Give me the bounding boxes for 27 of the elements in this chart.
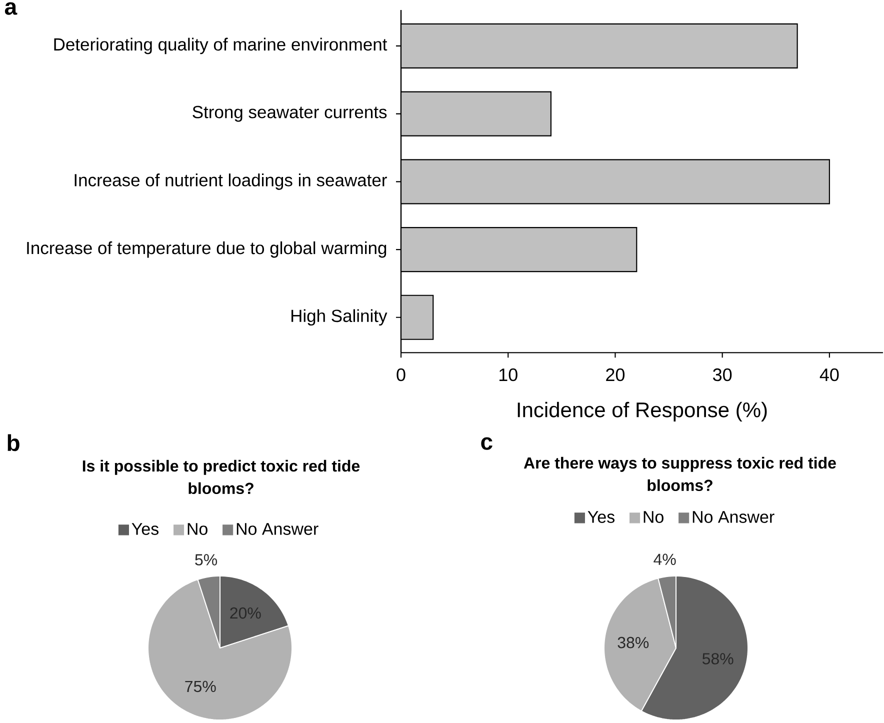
x-tick-label: 30: [713, 368, 732, 382]
legend-label: No: [188, 523, 208, 535]
data-label: 4%: [654, 554, 676, 565]
x-tick-label: 40: [820, 368, 839, 382]
x-tick-label: 10: [499, 368, 518, 382]
chart-title: Are there ways to suppress toxic red tide blooms?: [524, 456, 836, 492]
y-tick-label: Increase of temperature due to global warming: [27, 241, 386, 258]
data-label: 75%: [185, 680, 216, 692]
legend-label: No Answer: [236, 523, 318, 535]
legend-label: No Answer: [692, 511, 774, 523]
legend-label: No: [644, 511, 664, 523]
data-label: 38%: [618, 636, 649, 648]
x-axis-title: Incidence of Response (%): [518, 402, 767, 422]
text: a: [4, 2, 18, 15]
data-label: 58%: [702, 653, 734, 664]
y-tick-label: High Salinity: [292, 309, 388, 326]
y-tick-label: Increase of nutrient loadings in seawater: [74, 174, 387, 190]
x-tick-label: 20: [606, 368, 625, 382]
y-tick-label: Strong seawater currents: [192, 106, 387, 122]
chart-title: Is it possible to predict toxic red tide blooms?: [82, 460, 360, 494]
x-tick-label: 0: [396, 368, 406, 382]
text: b: [8, 434, 20, 452]
y-tick-label: Deteriorating quality of marine environment: [54, 38, 388, 54]
data-label: 5%: [195, 554, 218, 566]
legend-label: Yes: [588, 511, 614, 523]
text: c: [481, 437, 492, 450]
legend-label: Yes: [132, 523, 158, 535]
